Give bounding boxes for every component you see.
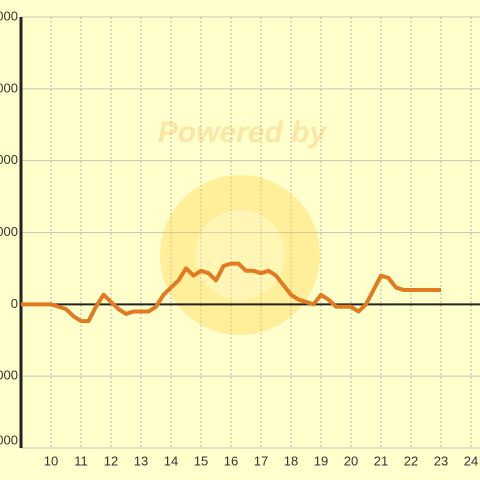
y-tick-label: 6,000 [0,152,18,167]
x-tick-label: 12 [104,453,118,468]
x-tick-label: 24 [464,453,478,468]
y-tick-label: 3,000 [0,224,18,239]
y-tick-label: 12,000 [0,8,18,23]
x-tick-label: 15 [194,453,208,468]
data-line [21,261,441,324]
watermark-logo [195,210,285,300]
watermark-text: Powered by [158,116,328,149]
x-tick-label: 21 [374,453,388,468]
x-tick-label: 16 [224,453,238,468]
x-tick-label: 18 [284,453,298,468]
x-tick-label: 13 [134,453,148,468]
x-tick-label: 17 [254,453,268,468]
x-tick-label: 22 [404,453,418,468]
x-tick-label: 14 [164,453,178,468]
y-tick-label: 0 [11,296,18,311]
x-tick-label: 23 [434,453,448,468]
x-tick-label: 10 [44,453,58,468]
x-tick-label: 20 [344,453,358,468]
y-tick-label: -3,000 [0,368,18,383]
x-tick-label: 11 [74,453,88,468]
y-tick-label: -6,000 [0,432,18,447]
watermark-logo [160,175,320,335]
y-tick-label: 9,000 [0,80,18,95]
x-tick-label: 19 [314,453,328,468]
